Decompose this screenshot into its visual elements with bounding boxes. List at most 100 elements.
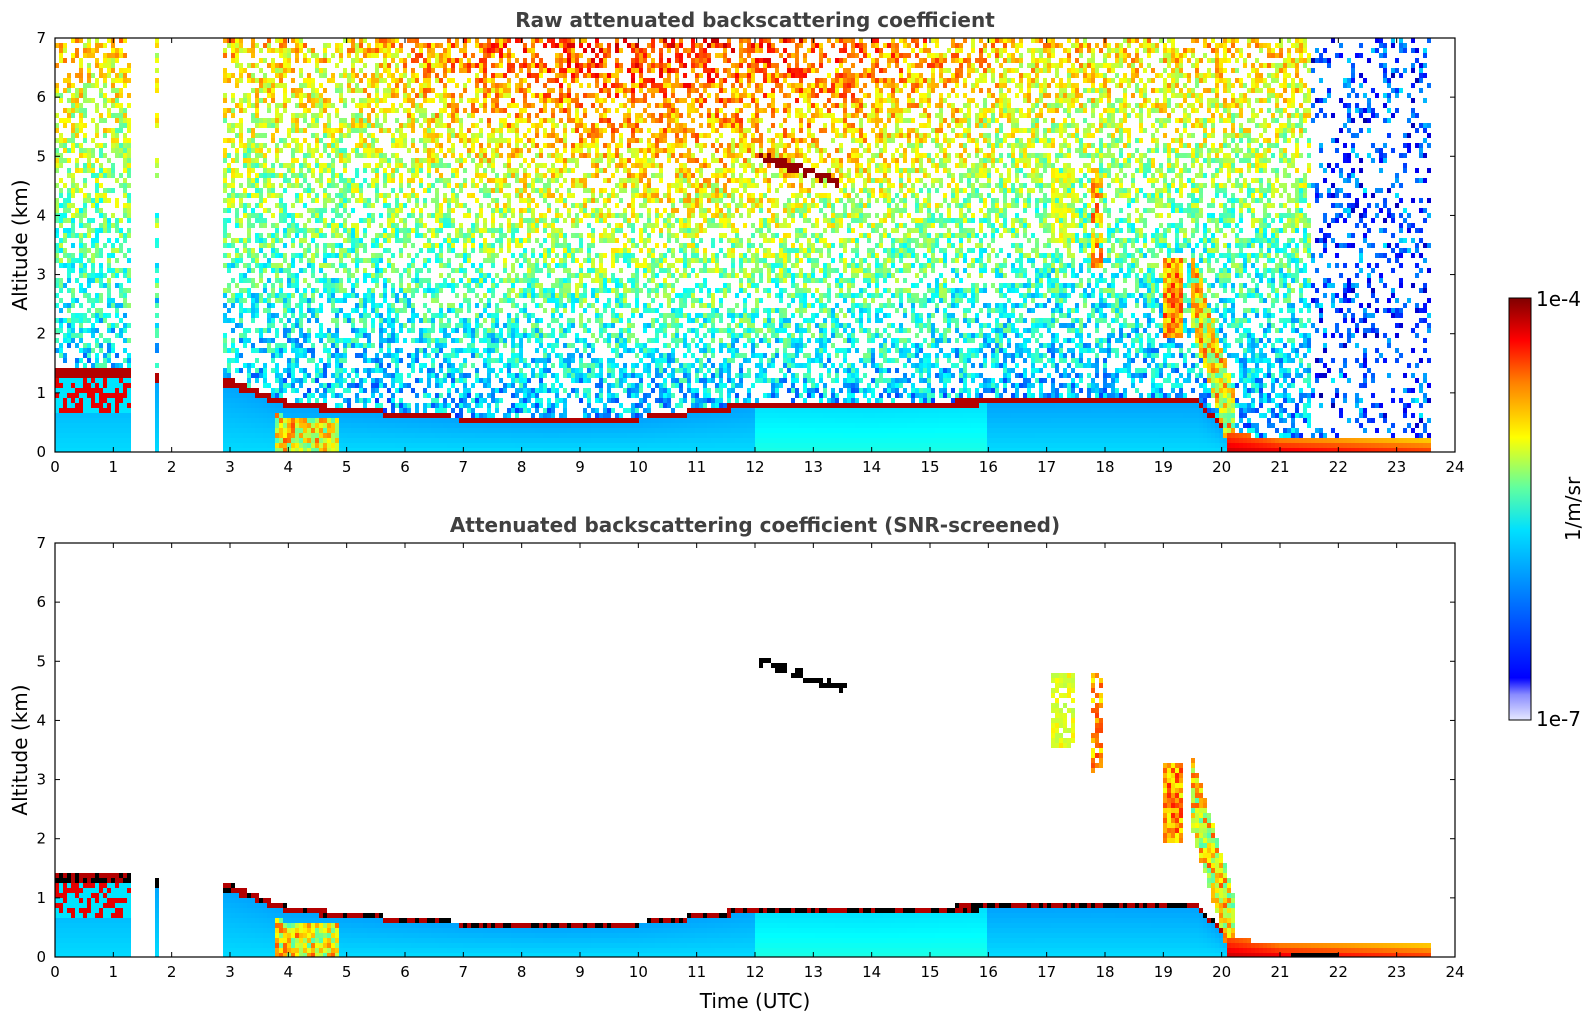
heatmap-cell [247,413,251,418]
heatmap-cell [447,233,451,238]
heatmap-cell [71,378,75,383]
heatmap-cell [467,233,471,238]
heatmap-cell [259,203,263,208]
heatmap-cell [443,193,447,198]
heatmap-cell [263,143,267,148]
heatmap-cell [127,193,131,198]
heatmap-cell [423,158,427,163]
heatmap-cell [223,263,227,268]
heatmap-cell [439,108,443,113]
heatmap-cell [311,348,315,353]
heatmap-cell [295,278,299,283]
heatmap-cell [355,43,359,48]
heatmap-cell [263,178,267,183]
heatmap-cell [427,63,431,68]
heatmap-cell [383,113,387,118]
heatmap-cell [235,213,239,218]
heatmap-cell [475,88,479,93]
heatmap-cell [279,413,283,418]
heatmap-cell [435,393,439,398]
heatmap-cell [439,443,443,448]
heatmap-cell [343,208,347,213]
heatmap-cell [431,293,435,298]
heatmap-cell [387,218,391,223]
heatmap-cell [327,438,331,443]
heatmap-cell [63,318,67,323]
heatmap-cell [407,178,411,183]
heatmap-cell [515,38,519,43]
heatmap-cell [271,58,275,63]
heatmap-cell [63,238,67,243]
heatmap-cell [91,243,95,248]
heatmap-cell [511,428,515,433]
heatmap-cell [511,378,515,383]
heatmap-cell [291,378,295,383]
heatmap-cell [259,278,263,283]
heatmap-cell [475,153,479,158]
heatmap-cell [123,313,127,318]
heatmap-cell [271,268,275,273]
heatmap-cell [519,418,523,423]
heatmap-cell [223,208,227,213]
heatmap-cell [443,278,447,283]
heatmap-cell [87,318,91,323]
heatmap-cell [459,373,463,378]
heatmap-cell [519,443,523,448]
heatmap-cell [359,418,363,423]
heatmap-cell [467,113,471,118]
heatmap-cell [103,393,107,398]
heatmap-cell [251,448,255,452]
heatmap-cell [459,423,463,428]
heatmap-cell [503,73,507,78]
heatmap-cell [487,43,491,48]
heatmap-cell [475,443,479,448]
heatmap-cell [275,128,279,133]
heatmap-cell [107,283,111,288]
heatmap-cell [227,413,231,418]
heatmap-cell [95,78,99,83]
heatmap-cell [283,83,287,88]
heatmap-cell [483,193,487,198]
heatmap-cell [447,418,451,423]
heatmap-cell [443,263,447,268]
heatmap-cell [367,433,371,438]
heatmap-cell [379,253,383,258]
heatmap-cell [311,393,315,398]
heatmap-cell [339,43,343,48]
heatmap-cell [263,243,267,248]
heatmap-cell [351,188,355,193]
heatmap-cell [467,63,471,68]
heatmap-cell [287,278,291,283]
heatmap-cell [483,98,487,103]
heatmap-cell [323,43,327,48]
heatmap-cell [287,448,291,452]
heatmap-cell [119,233,123,238]
heatmap-cell [515,373,519,378]
heatmap-cell [111,373,115,378]
heatmap-cell [91,418,95,423]
heatmap-cell [119,428,123,433]
heatmap-cell [239,403,243,408]
heatmap-cell [111,343,115,348]
heatmap-cell [531,433,535,438]
heatmap-cell [107,278,111,283]
heatmap-cell [63,418,67,423]
heatmap-cell [495,428,499,433]
heatmap-cell [275,343,279,348]
heatmap-cell [83,423,87,428]
heatmap-cell [451,348,455,353]
heatmap-cell [511,283,515,288]
heatmap-cell [535,53,539,58]
heatmap-cell [507,243,511,248]
heatmap-cell [391,418,395,423]
heatmap-cell [155,68,159,73]
heatmap-cell [99,163,103,168]
heatmap-cell [363,143,367,148]
heatmap-cell [435,293,439,298]
heatmap-cell [271,318,275,323]
heatmap-cell [71,443,75,448]
heatmap-cell [111,48,115,53]
heatmap-cell [255,123,259,128]
heatmap-cell [87,168,91,173]
heatmap-cell [423,143,427,148]
